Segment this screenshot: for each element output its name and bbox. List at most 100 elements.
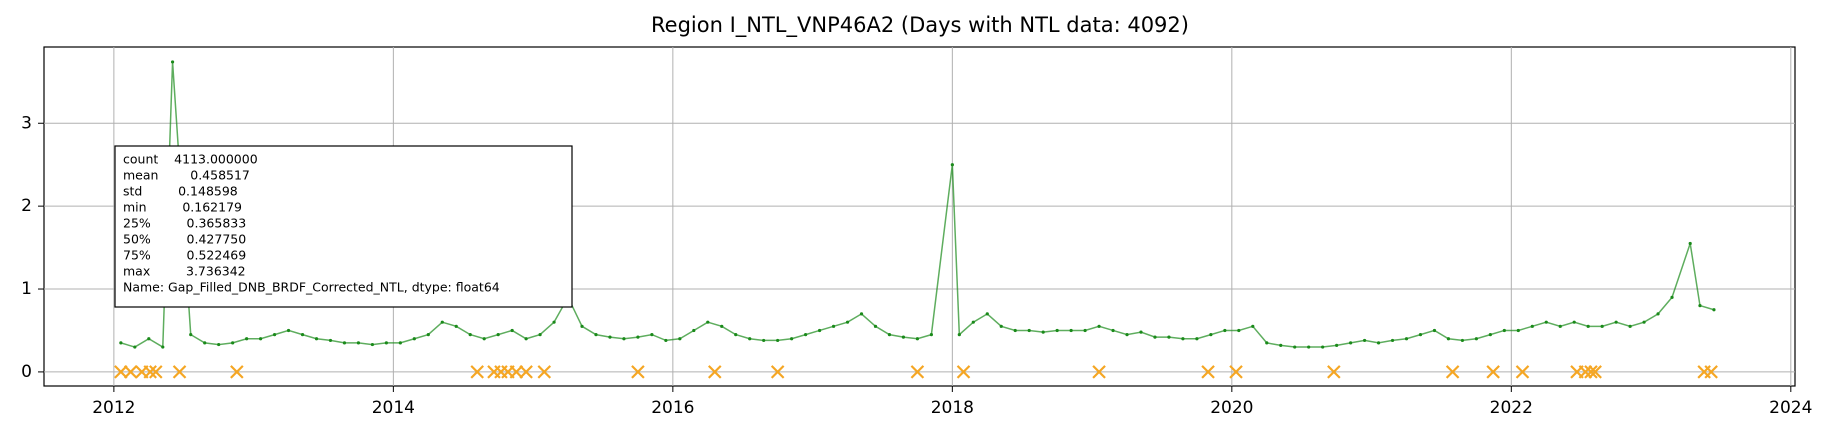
data-point	[1642, 320, 1646, 324]
missing-marker	[123, 365, 138, 379]
data-point	[734, 333, 738, 337]
data-point	[552, 320, 556, 324]
data-point	[817, 328, 822, 333]
data-point	[845, 320, 850, 324]
data-point	[1488, 333, 1492, 337]
data-point	[1321, 345, 1325, 349]
x-tick-label: 2022	[1490, 398, 1533, 418]
data-point	[482, 337, 486, 341]
data-point	[245, 337, 249, 341]
data-point	[510, 328, 514, 333]
data-point	[1055, 328, 1059, 333]
data-point	[1237, 328, 1241, 333]
plot-frame	[43, 46, 1796, 387]
missing-marker	[1327, 365, 1341, 379]
data-point	[706, 320, 710, 324]
missing-marker	[1704, 365, 1718, 379]
missing-marker	[114, 365, 128, 379]
data-point	[873, 324, 878, 328]
data-point	[356, 341, 361, 345]
missing-marker	[956, 365, 971, 379]
data-point	[1293, 345, 1297, 349]
x-tick-label: 2014	[372, 398, 415, 418]
missing-marker	[1578, 365, 1593, 379]
data-point	[468, 333, 472, 337]
data-point	[1600, 324, 1604, 328]
data-point	[636, 335, 640, 339]
stats-line: count 4113.000000	[123, 152, 258, 167]
y-tick-label: 3	[21, 113, 32, 133]
data-point	[1712, 308, 1716, 312]
data-point	[496, 333, 500, 337]
data-point	[259, 337, 263, 341]
y-tick-label: 1	[21, 279, 32, 299]
data-point	[286, 328, 291, 333]
missing-marker	[770, 365, 785, 379]
data-point	[1460, 338, 1465, 343]
y-tick-label: 2	[21, 196, 32, 216]
data-point	[1013, 328, 1017, 333]
data-point	[1404, 337, 1409, 341]
missing-marker	[143, 365, 157, 379]
data-point	[524, 337, 528, 341]
x-tick-label: 2018	[931, 398, 974, 418]
data-point	[1432, 328, 1437, 333]
data-point	[538, 333, 542, 337]
data-point	[217, 342, 221, 347]
data-point	[678, 337, 682, 341]
x-tick-label: 2024	[1769, 398, 1812, 418]
data-point	[650, 333, 654, 337]
grid	[44, 47, 1795, 386]
data-point	[1125, 333, 1129, 337]
data-point	[831, 324, 836, 328]
data-point	[804, 333, 808, 337]
data-point	[1167, 335, 1171, 339]
data-point	[790, 337, 794, 341]
data-point	[1097, 324, 1101, 328]
data-point	[664, 338, 668, 343]
data-point	[622, 337, 626, 341]
stats-line: mean 0.458517	[123, 168, 250, 183]
data-point	[1335, 343, 1339, 347]
data-point	[1656, 312, 1660, 316]
data-point	[985, 312, 989, 316]
data-point	[384, 341, 388, 345]
data-point	[426, 333, 430, 337]
data-point	[119, 341, 123, 345]
data-point	[720, 324, 724, 328]
data-point	[608, 335, 612, 339]
y-tick-label: 0	[21, 362, 32, 382]
data-point	[692, 328, 696, 333]
data-point	[1688, 241, 1692, 246]
data-point	[1251, 324, 1255, 328]
missing-marker	[631, 365, 645, 379]
data-point	[1670, 295, 1674, 299]
missing-marker	[519, 365, 533, 379]
missing-marker	[1229, 365, 1243, 379]
data-point	[1376, 341, 1381, 345]
missing-marker	[1515, 365, 1530, 379]
stats-line: 50% 0.427750	[123, 232, 246, 247]
missing-marker	[509, 365, 524, 379]
stats-line: std 0.148598	[123, 184, 238, 199]
data-point	[762, 338, 766, 343]
data-point	[1614, 320, 1618, 324]
missing-marker	[1486, 365, 1500, 379]
data-point	[1139, 330, 1143, 334]
data-point	[1223, 328, 1227, 333]
data-point	[1279, 343, 1283, 347]
data-point	[971, 320, 975, 324]
data-point	[1307, 345, 1311, 349]
x-tick-label: 2016	[651, 398, 694, 418]
data-point	[580, 324, 584, 328]
data-point	[776, 338, 780, 343]
missing-marker	[1588, 365, 1602, 379]
data-point	[887, 333, 892, 337]
data-point	[147, 337, 151, 341]
missing-marker	[1092, 365, 1106, 379]
data-point	[1516, 328, 1520, 333]
stats-line: 25% 0.365833	[123, 216, 246, 231]
data-point	[748, 337, 752, 341]
data-point	[440, 320, 444, 324]
data-point	[1209, 333, 1213, 337]
